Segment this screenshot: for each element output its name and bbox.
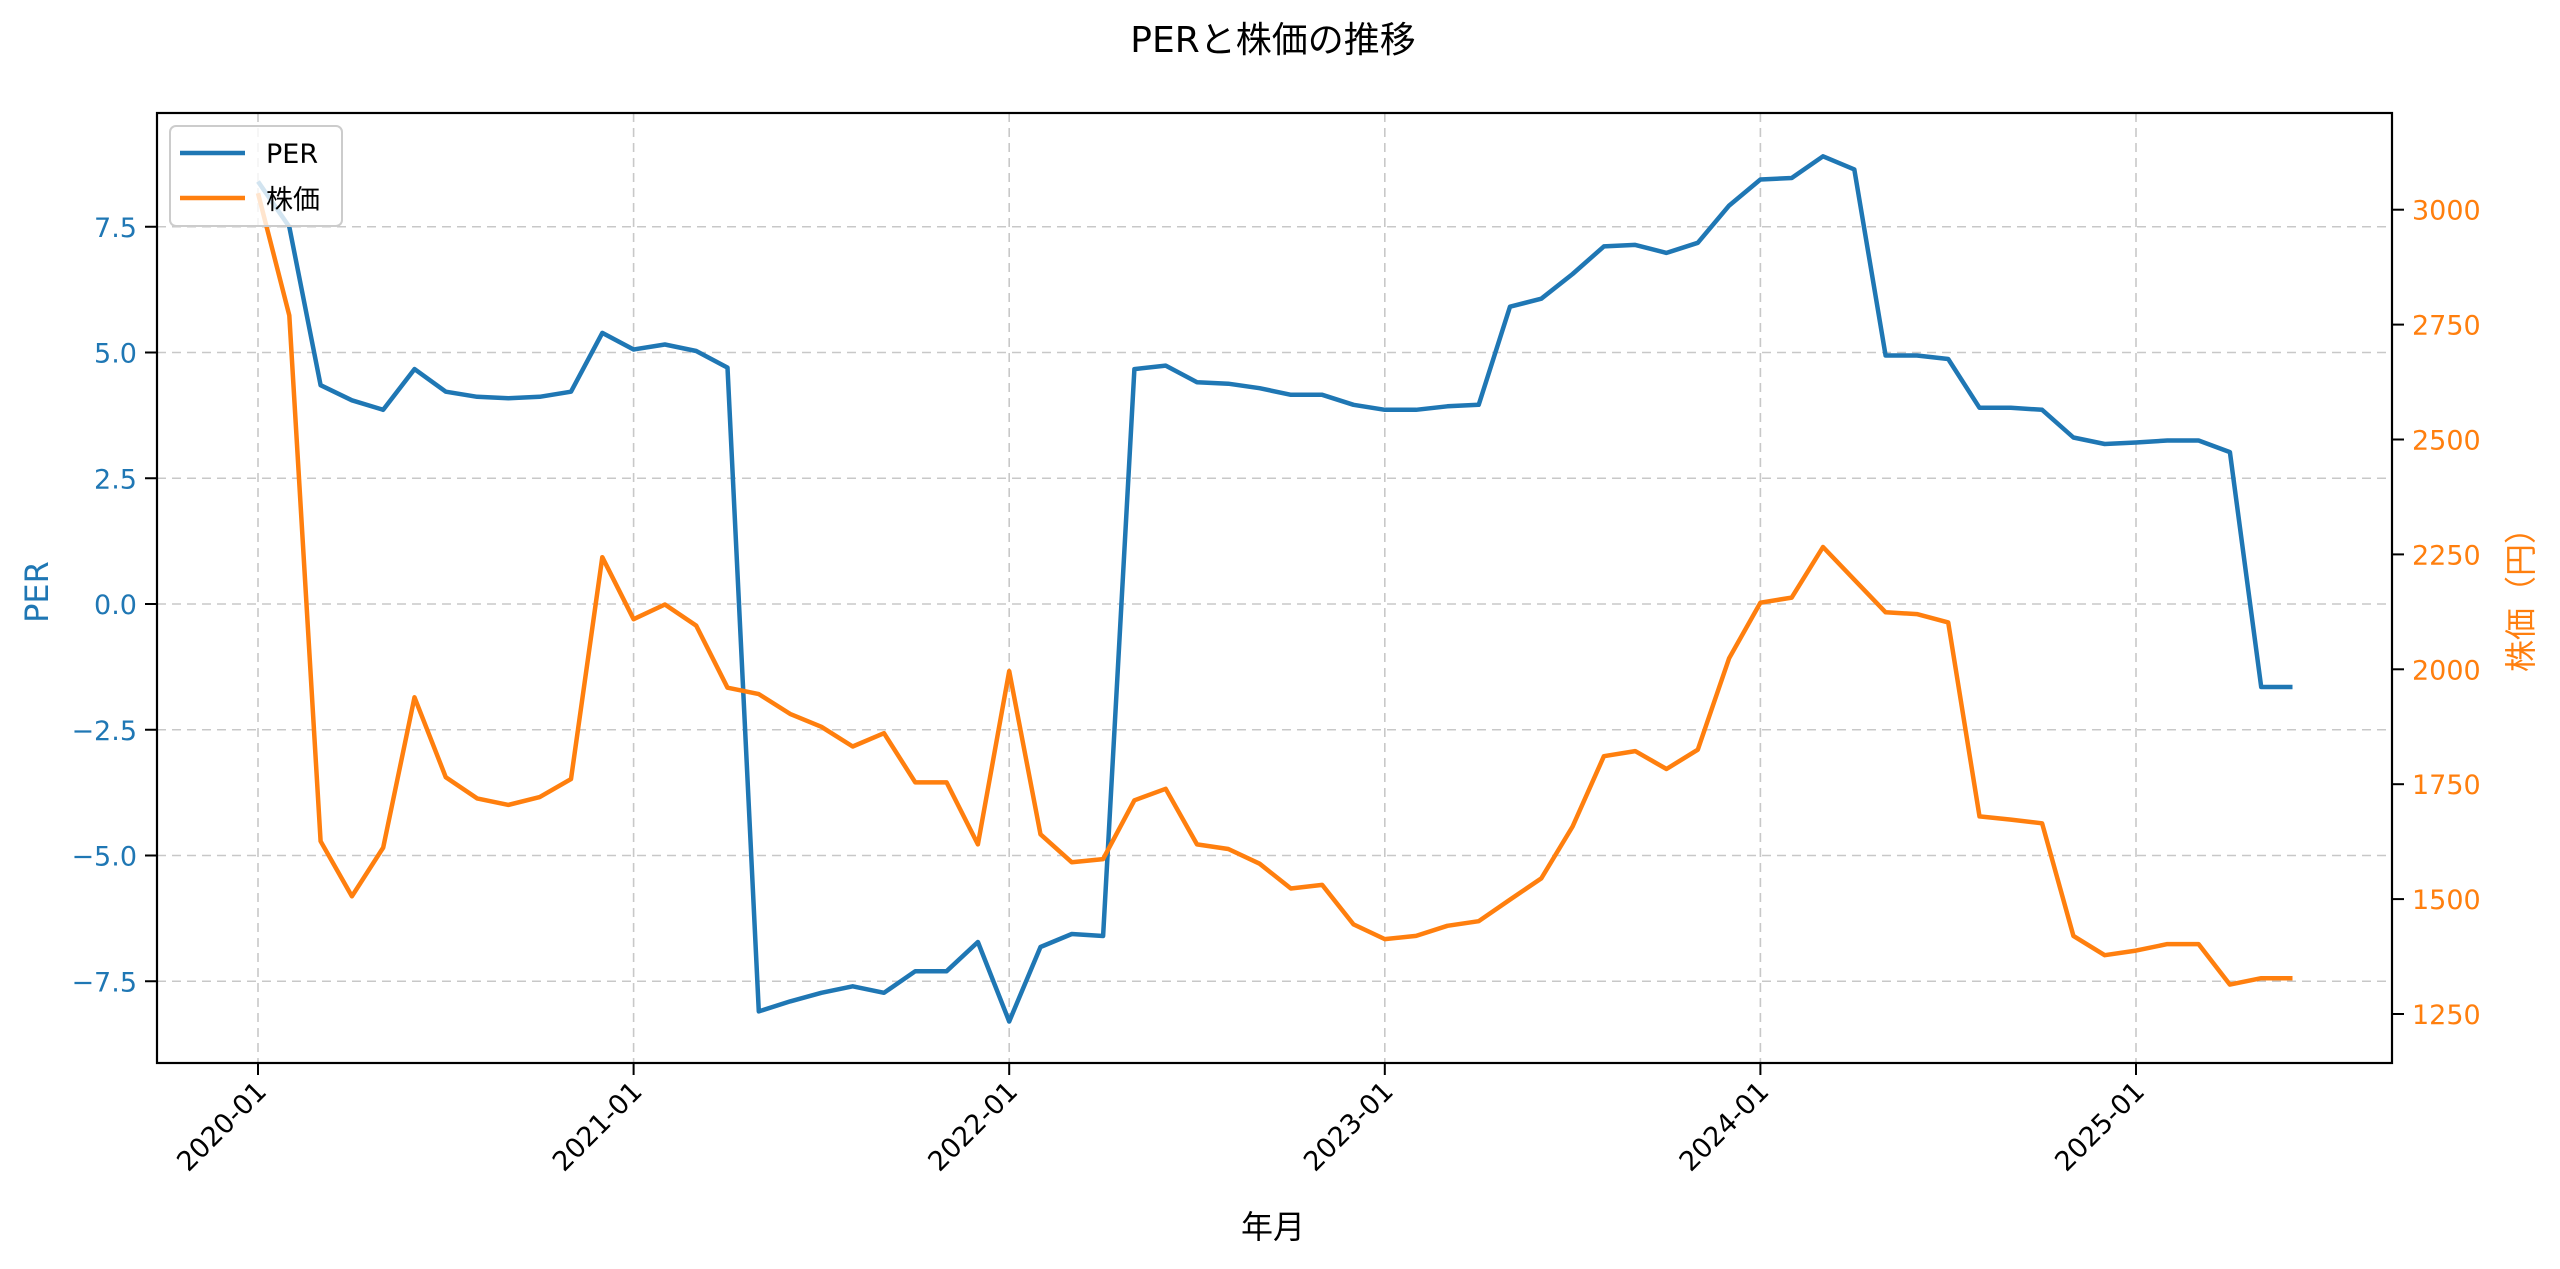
x-axis: 2020-01 2021-01 2022-01 2023-01 2024-01 2025-…	[171, 1063, 2151, 1178]
left-tick-label: −2.5	[71, 716, 137, 747]
left-axis-label: PER	[18, 561, 56, 623]
price-line	[255, 192, 2293, 987]
chart-title: PERと株価の推移	[1130, 20, 1415, 61]
right-tick-label: 1750	[2412, 770, 2481, 801]
legend: PER 株価	[169, 125, 343, 227]
x-tick-label: 2024-01	[1674, 1076, 1776, 1178]
left-y-axis: −7.5 −5.0 −2.5 0.0 2.5 5.0 7.5	[71, 213, 157, 998]
right-tick-label: 2250	[2412, 540, 2481, 571]
x-axis-label: 年月	[1241, 1208, 1305, 1246]
left-tick-label: 0.0	[94, 590, 137, 621]
right-y-axis: 1250 1500 1750 2000 2250 2500 2750 3000	[2392, 196, 2481, 1031]
right-axis-label: 株価（円）	[2502, 512, 2540, 672]
axes-frame	[155, 111, 2394, 1065]
x-tick-label: 2020-01	[171, 1076, 273, 1178]
right-tick-label: 2000	[2412, 655, 2481, 686]
x-tick-label: 2022-01	[922, 1076, 1024, 1178]
left-tick-label: 2.5	[94, 464, 137, 495]
legend-label-price: 株価	[266, 185, 320, 216]
gridlines	[157, 113, 2392, 1063]
right-tick-label: 1250	[2412, 1000, 2481, 1031]
legend-label-per: PER	[266, 139, 318, 170]
series-group	[255, 154, 2293, 1024]
right-tick-label: 1500	[2412, 885, 2481, 916]
left-tick-label: 5.0	[94, 339, 137, 370]
plot-area	[157, 113, 2392, 1063]
right-tick-label: 2500	[2412, 426, 2481, 457]
x-tick-label: 2025-01	[2049, 1076, 2151, 1178]
right-tick-label: 3000	[2412, 196, 2481, 227]
left-tick-label: −7.5	[71, 967, 137, 998]
per-line	[256, 154, 2293, 1024]
x-tick-label: 2023-01	[1298, 1076, 1400, 1178]
left-tick-label: −5.0	[71, 842, 137, 873]
right-tick-label: 2750	[2412, 311, 2481, 342]
x-tick-label: 2021-01	[547, 1076, 649, 1178]
left-tick-label: 7.5	[94, 213, 137, 244]
